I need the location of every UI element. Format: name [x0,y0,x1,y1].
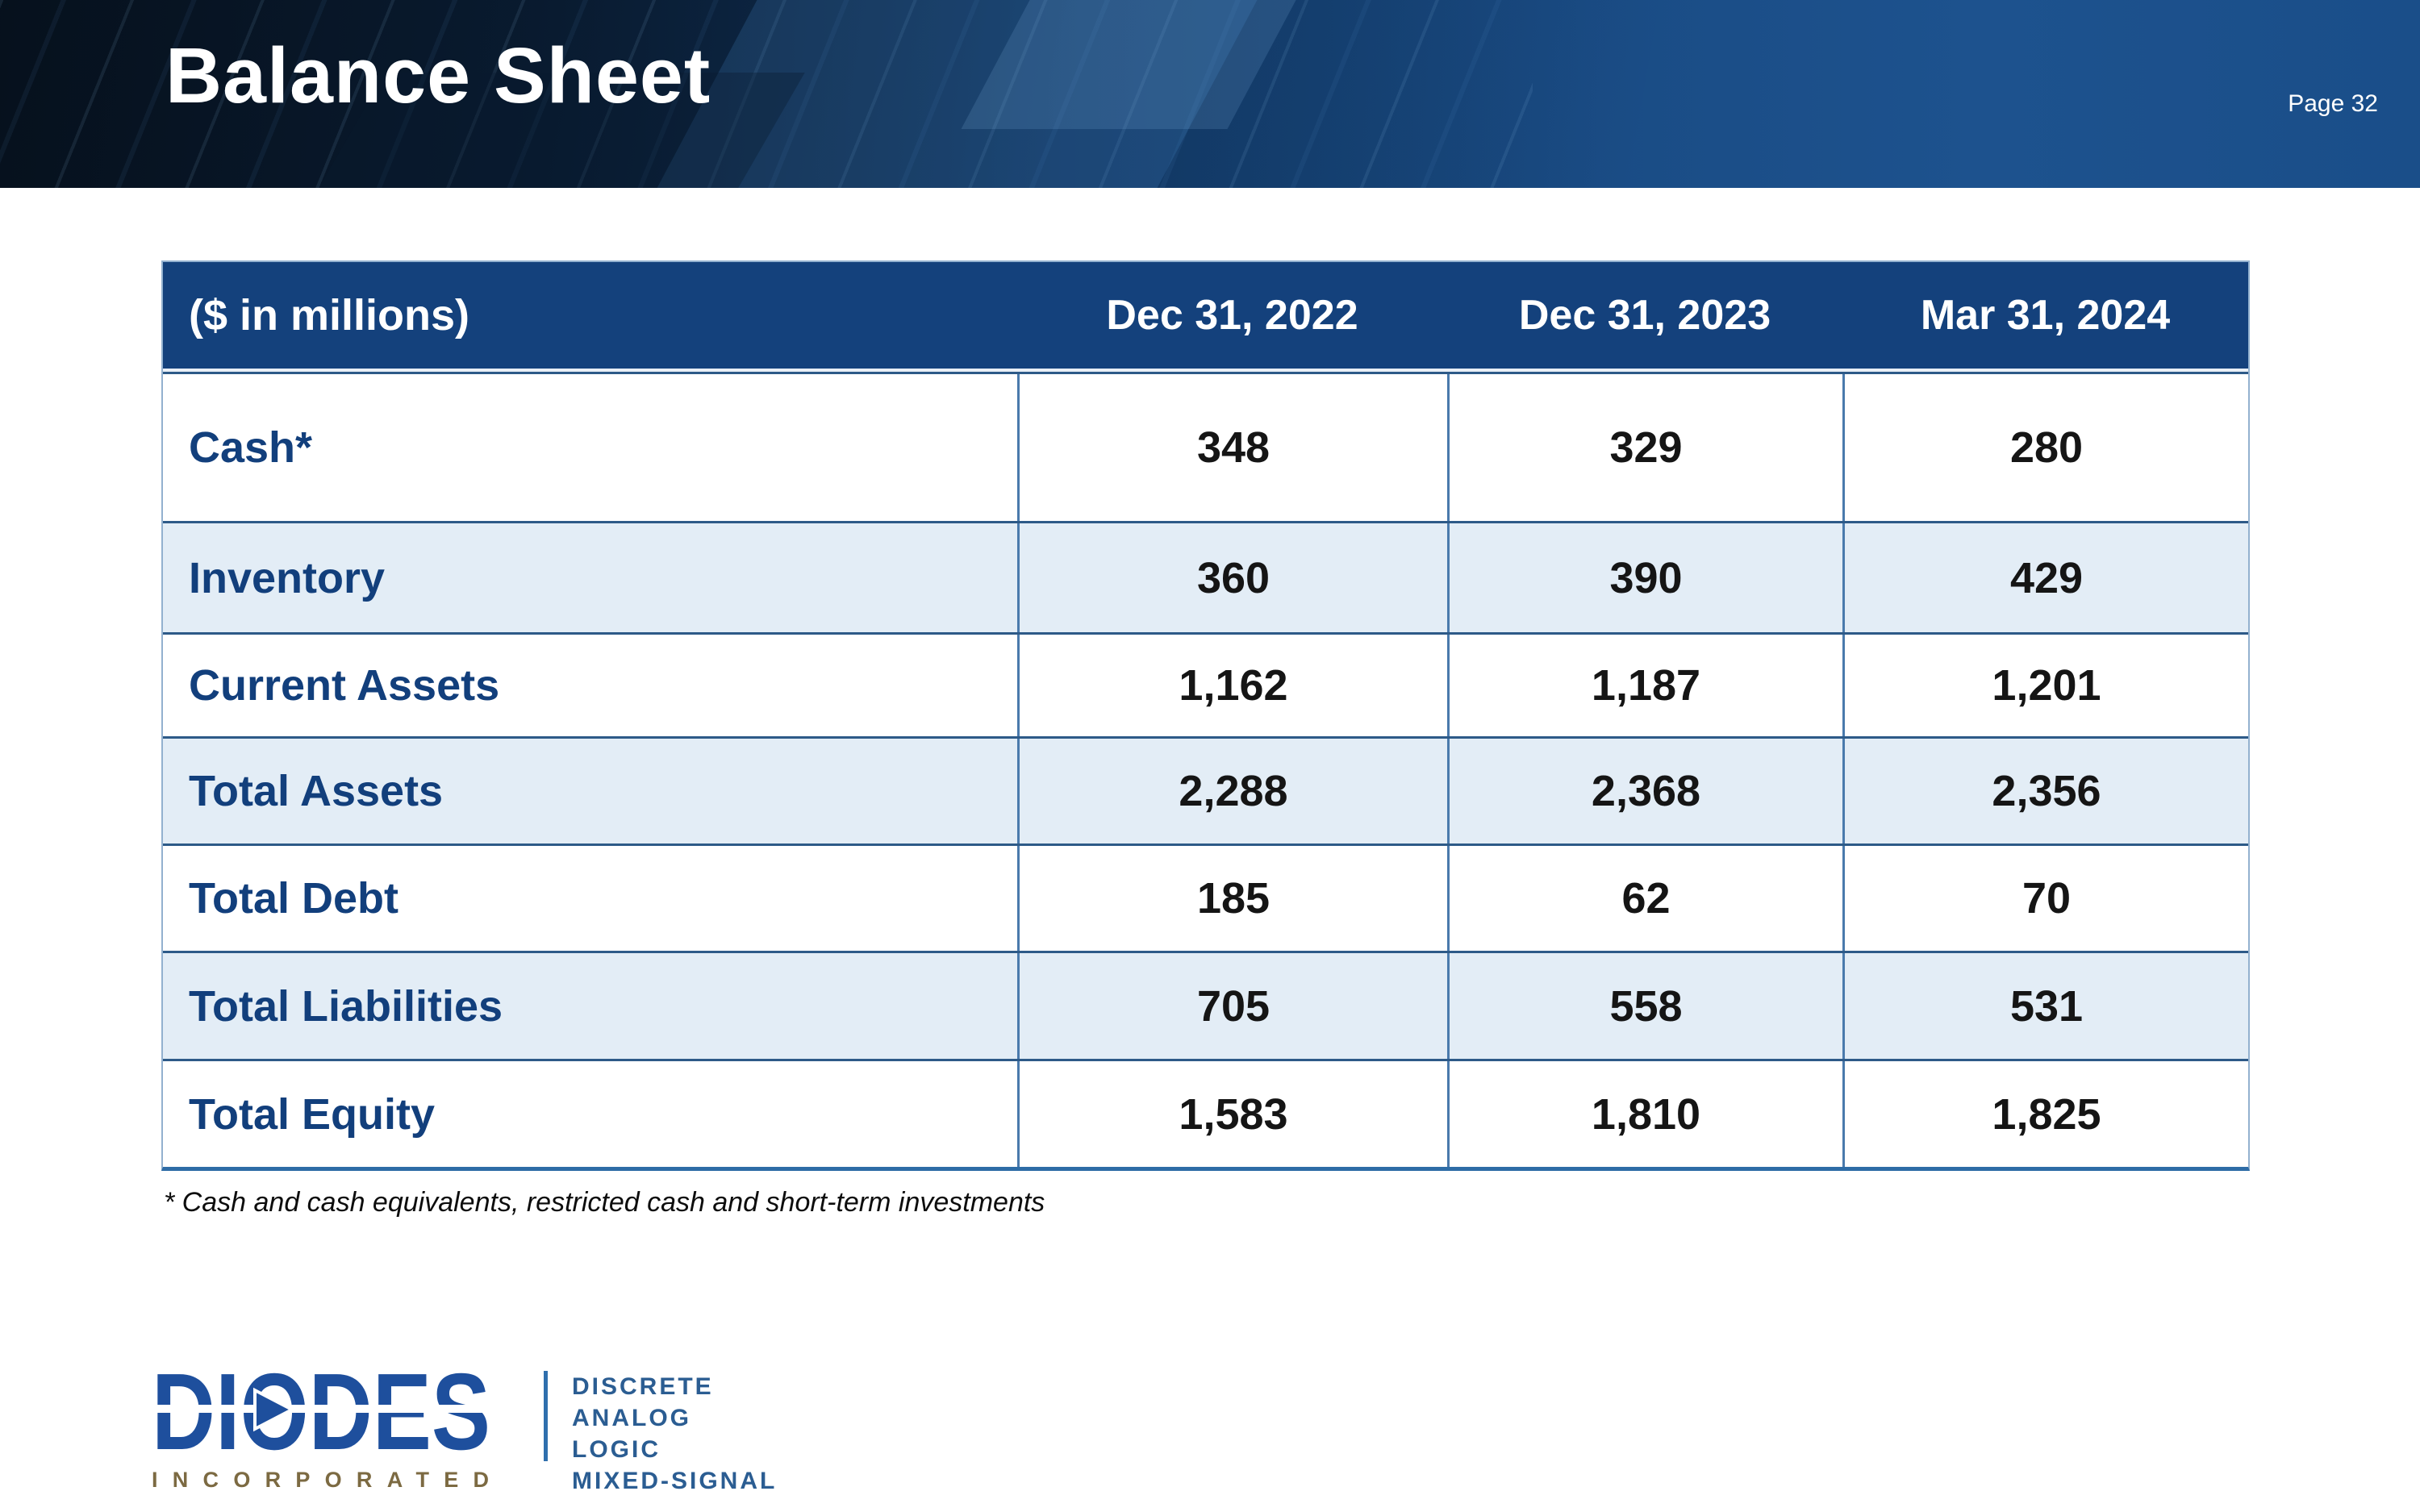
cell-value: 2,356 [1842,739,2248,843]
cell-value: 360 [1017,523,1447,632]
logo-divider-line [544,1371,548,1461]
cell-value: 329 [1447,374,1842,521]
cell-value: 1,825 [1842,1061,2248,1167]
title-banner [0,0,2420,188]
cell-value: 1,201 [1842,635,2248,736]
page-title: Balance Sheet [165,31,711,119]
cell-value: 185 [1017,846,1447,951]
banner-beam-texture [0,0,1533,188]
cell-value: 1,810 [1447,1061,1842,1167]
table-row-current-assets: Current Assets 1,162 1,187 1,201 [163,632,2248,736]
logo-brand-text: DIODES [152,1364,490,1472]
cell-value: 1,162 [1017,635,1447,736]
cell-value: 280 [1842,374,2248,521]
table-header-row: ($ in millions) Dec 31, 2022 Dec 31, 202… [163,262,2248,372]
cell-value: 558 [1447,953,1842,1059]
tagline-line: MIXED-SIGNAL [572,1468,778,1494]
table-row-total-assets: Total Assets 2,288 2,368 2,356 [163,736,2248,843]
cell-value: 2,288 [1017,739,1447,843]
tagline-line: ANALOG [572,1405,691,1431]
footnote: * Cash and cash equivalents, restricted … [164,1187,1045,1218]
table-row-total-debt: Total Debt 185 62 70 [163,843,2248,951]
table-row-cash: Cash* 348 329 280 [163,372,2248,521]
table-row-inventory: Inventory 360 390 429 [163,521,2248,632]
row-label: Current Assets [189,661,500,710]
company-logo: DIODES INCORPORATED DISCRETE ANALOG LOGI… [152,1364,774,1502]
row-label: Total Debt [189,874,398,923]
row-label: Inventory [189,553,386,602]
cell-value: 531 [1842,953,2248,1059]
cell-value: 429 [1842,523,2248,632]
balance-sheet-table: ($ in millions) Dec 31, 2022 Dec 31, 202… [161,260,2250,1171]
cell-value: 70 [1842,846,2248,951]
cell-value: 705 [1017,953,1447,1059]
logo-tagline: DISCRETE ANALOG LOGIC MIXED-SIGNAL [572,1371,777,1497]
tagline-line: LOGIC [572,1436,661,1463]
table-row-total-equity: Total Equity 1,583 1,810 1,825 [163,1059,2248,1167]
column-header-dec-2022: Dec 31, 2022 [1106,292,1358,339]
cell-value: 1,583 [1017,1061,1447,1167]
page-number: Page 32 [2288,90,2378,117]
unit-label: ($ in millions) [189,291,470,339]
diode-wire-line [152,1405,494,1413]
cell-value: 1,187 [1447,635,1842,736]
cell-value: 62 [1447,846,1842,951]
row-label: Total Equity [189,1089,435,1139]
table-row-total-liabilities: Total Liabilities 705 558 531 [163,951,2248,1059]
cell-value: 390 [1447,523,1842,632]
diodes-logo-icon: DIODES INCORPORATED [152,1364,494,1492]
column-header-dec-2023: Dec 31, 2023 [1518,292,1771,339]
row-label: Total Liabilities [189,981,503,1031]
column-header-mar-2024: Mar 31, 2024 [1920,292,2171,339]
tagline-line: DISCRETE [572,1373,714,1400]
diode-triangle-icon [253,1387,296,1432]
cell-value: 2,368 [1447,739,1842,843]
cell-value: 348 [1017,374,1447,521]
row-label: Total Assets [189,767,444,815]
row-label: Cash* [189,423,313,472]
